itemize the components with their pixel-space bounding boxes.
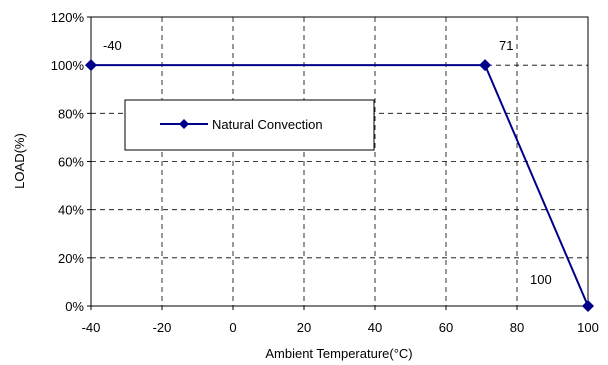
x-tick-label: 80 xyxy=(510,320,524,335)
y-tick-label: 120% xyxy=(51,10,85,25)
x-tick-label: -40 xyxy=(82,320,101,335)
x-axis-label: Ambient Temperature(°C) xyxy=(265,346,412,361)
legend-label: Natural Convection xyxy=(212,117,323,132)
y-tick-label: 40% xyxy=(58,203,84,218)
data-point-label: -40 xyxy=(103,38,122,53)
y-axis-ticks: 0% 20% 40% 60% 80% 100% 120% xyxy=(51,10,91,314)
data-point-label: 100 xyxy=(530,272,552,287)
data-point-marker xyxy=(582,300,594,312)
data-point-marker xyxy=(85,59,97,72)
x-tick-label: 100 xyxy=(577,320,599,335)
data-point-label: 71 xyxy=(499,38,513,53)
x-tick-label: 20 xyxy=(297,320,311,335)
data-point-marker xyxy=(479,59,492,72)
x-tick-label: 0 xyxy=(229,320,236,335)
series-natural-convection xyxy=(85,59,594,312)
grid-lines xyxy=(91,17,588,306)
x-tick-label: 60 xyxy=(439,320,453,335)
y-tick-label: 80% xyxy=(58,106,84,121)
y-tick-label: 0% xyxy=(65,299,84,314)
y-tick-label: 20% xyxy=(58,251,84,266)
x-tick-label: -20 xyxy=(153,320,172,335)
point-annotations: -40 71 100 xyxy=(103,38,552,287)
legend: Natural Convection xyxy=(124,99,375,151)
x-axis-ticks: -40 -20 0 20 40 60 80 100 xyxy=(82,306,599,335)
x-tick-label: 40 xyxy=(368,320,382,335)
y-axis-label: LOAD(%) xyxy=(12,133,27,189)
legend-diamond-marker xyxy=(179,119,189,129)
y-tick-label: 60% xyxy=(58,155,84,170)
y-tick-label: 100% xyxy=(51,58,85,73)
